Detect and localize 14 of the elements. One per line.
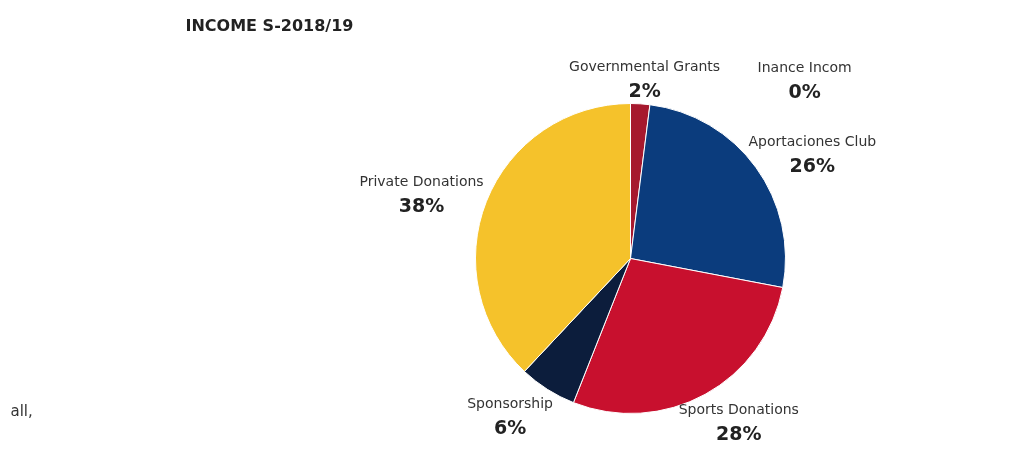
data-label: 2% (628, 78, 661, 101)
slice-label: Sponsorship (467, 394, 554, 411)
data-label: 6% (493, 415, 527, 438)
slice-label: Sports Donations (678, 400, 799, 417)
slice-label: Private Donations (359, 173, 484, 190)
category-label: Inance Incom (757, 59, 852, 76)
text: all, (10, 401, 33, 420)
data-label: 26% (789, 153, 836, 176)
data-label: 28% (716, 421, 762, 444)
text: 0% (788, 80, 821, 103)
slice-label: Aportaciones Club (748, 132, 877, 149)
slice-label: Governmental Grants (569, 57, 721, 74)
data-label: 38% (398, 194, 445, 217)
chart-title: INCOME S-2018/19 (185, 16, 354, 35)
